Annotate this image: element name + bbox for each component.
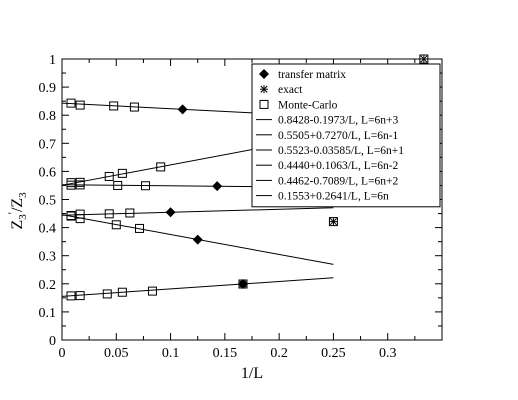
marker-diamond — [212, 181, 223, 192]
x-axis-label: 1/L — [241, 365, 263, 382]
x-tick-label: 0.3 — [379, 346, 397, 361]
y-tick-label: 0 — [49, 334, 56, 349]
y-tick-label: 0.3 — [39, 250, 57, 265]
legend-label: transfer matrix — [278, 69, 346, 81]
marker-square — [75, 100, 85, 110]
marker-square — [156, 162, 166, 172]
x-tick-label: 0.15 — [213, 346, 238, 361]
legend-label: 0.4440+0.1063/L, L=6n-2 — [278, 160, 399, 172]
marker-square — [102, 289, 112, 299]
x-tick-label: 0.05 — [104, 346, 129, 361]
marker-square — [66, 98, 76, 108]
asterisk-stroke — [329, 218, 337, 226]
legend-label: 0.1553+0.2641/L, L=6n — [278, 191, 389, 203]
legend-label: 0.8428-0.1973/L, L=6n+3 — [278, 115, 399, 127]
legend-swatch-asterisk — [260, 85, 268, 94]
legend-label: 0.5505+0.7270/L, L=6n-1 — [278, 130, 399, 142]
marker-square — [140, 181, 150, 191]
x-tick-label: 0.25 — [321, 346, 346, 361]
asterisk-stroke — [239, 280, 247, 288]
legend-label: exact — [278, 84, 303, 96]
y-axis-label: Z3'/Z3 — [5, 192, 29, 230]
y-tick-label: 0.8 — [39, 109, 57, 124]
legend-label: Monte-Carlo — [278, 99, 338, 111]
legend-label: 0.4462-0.7089/L, L=6n+2 — [278, 175, 399, 187]
y-tick-label: 0.6 — [39, 165, 57, 180]
marker-square — [111, 220, 121, 230]
marker-exact-box — [328, 217, 338, 227]
marker-asterisk — [329, 217, 338, 226]
legend-swatch-diamond — [259, 69, 269, 79]
data-markers — [66, 54, 429, 301]
marker-square — [117, 287, 127, 297]
legend-label: 0.5523-0.03585/L, L=6n+1 — [278, 145, 404, 157]
y-tick-label: 1 — [49, 53, 56, 68]
fit-line — [61, 277, 334, 297]
marker-square — [117, 168, 127, 178]
y-tick-label: 0.4 — [39, 222, 57, 237]
marker-square — [125, 208, 135, 218]
y-tick-label: 0.1 — [39, 306, 57, 321]
marker-square — [66, 211, 76, 221]
asterisk-stroke — [260, 85, 268, 93]
marker-diamond — [192, 234, 203, 245]
marker-square — [104, 171, 114, 181]
legend: transfer matrix exact Monte-Carlo 0.8428-0.… — [251, 63, 441, 208]
marker-diamond — [177, 104, 188, 115]
x-tick-label: 0.2 — [270, 346, 288, 361]
y-tick-label: 0.7 — [39, 137, 57, 152]
x-tick-label: 0 — [59, 346, 66, 361]
y-tick-label: 0.5 — [39, 194, 57, 209]
marker-square — [75, 180, 85, 190]
marker-square — [75, 214, 85, 224]
marker-square — [66, 291, 76, 301]
marker-square — [135, 223, 145, 233]
marker-square — [129, 102, 139, 112]
marker-square — [104, 209, 114, 219]
marker-square — [66, 180, 76, 190]
legend-box — [251, 63, 441, 208]
marker-square — [75, 291, 85, 301]
y-tick-label: 0.9 — [39, 81, 57, 96]
y-tick-label: 0.2 — [39, 278, 57, 293]
marker-diamond — [165, 207, 176, 218]
marker-exact-box — [238, 279, 248, 289]
x-tick-label: 0.1 — [162, 346, 180, 361]
marker-square — [113, 180, 123, 190]
marker-asterisk — [238, 279, 247, 288]
marker-square — [109, 101, 119, 111]
fit-line — [61, 207, 334, 216]
legend-swatch-square — [259, 99, 269, 109]
marker-square — [147, 286, 157, 296]
